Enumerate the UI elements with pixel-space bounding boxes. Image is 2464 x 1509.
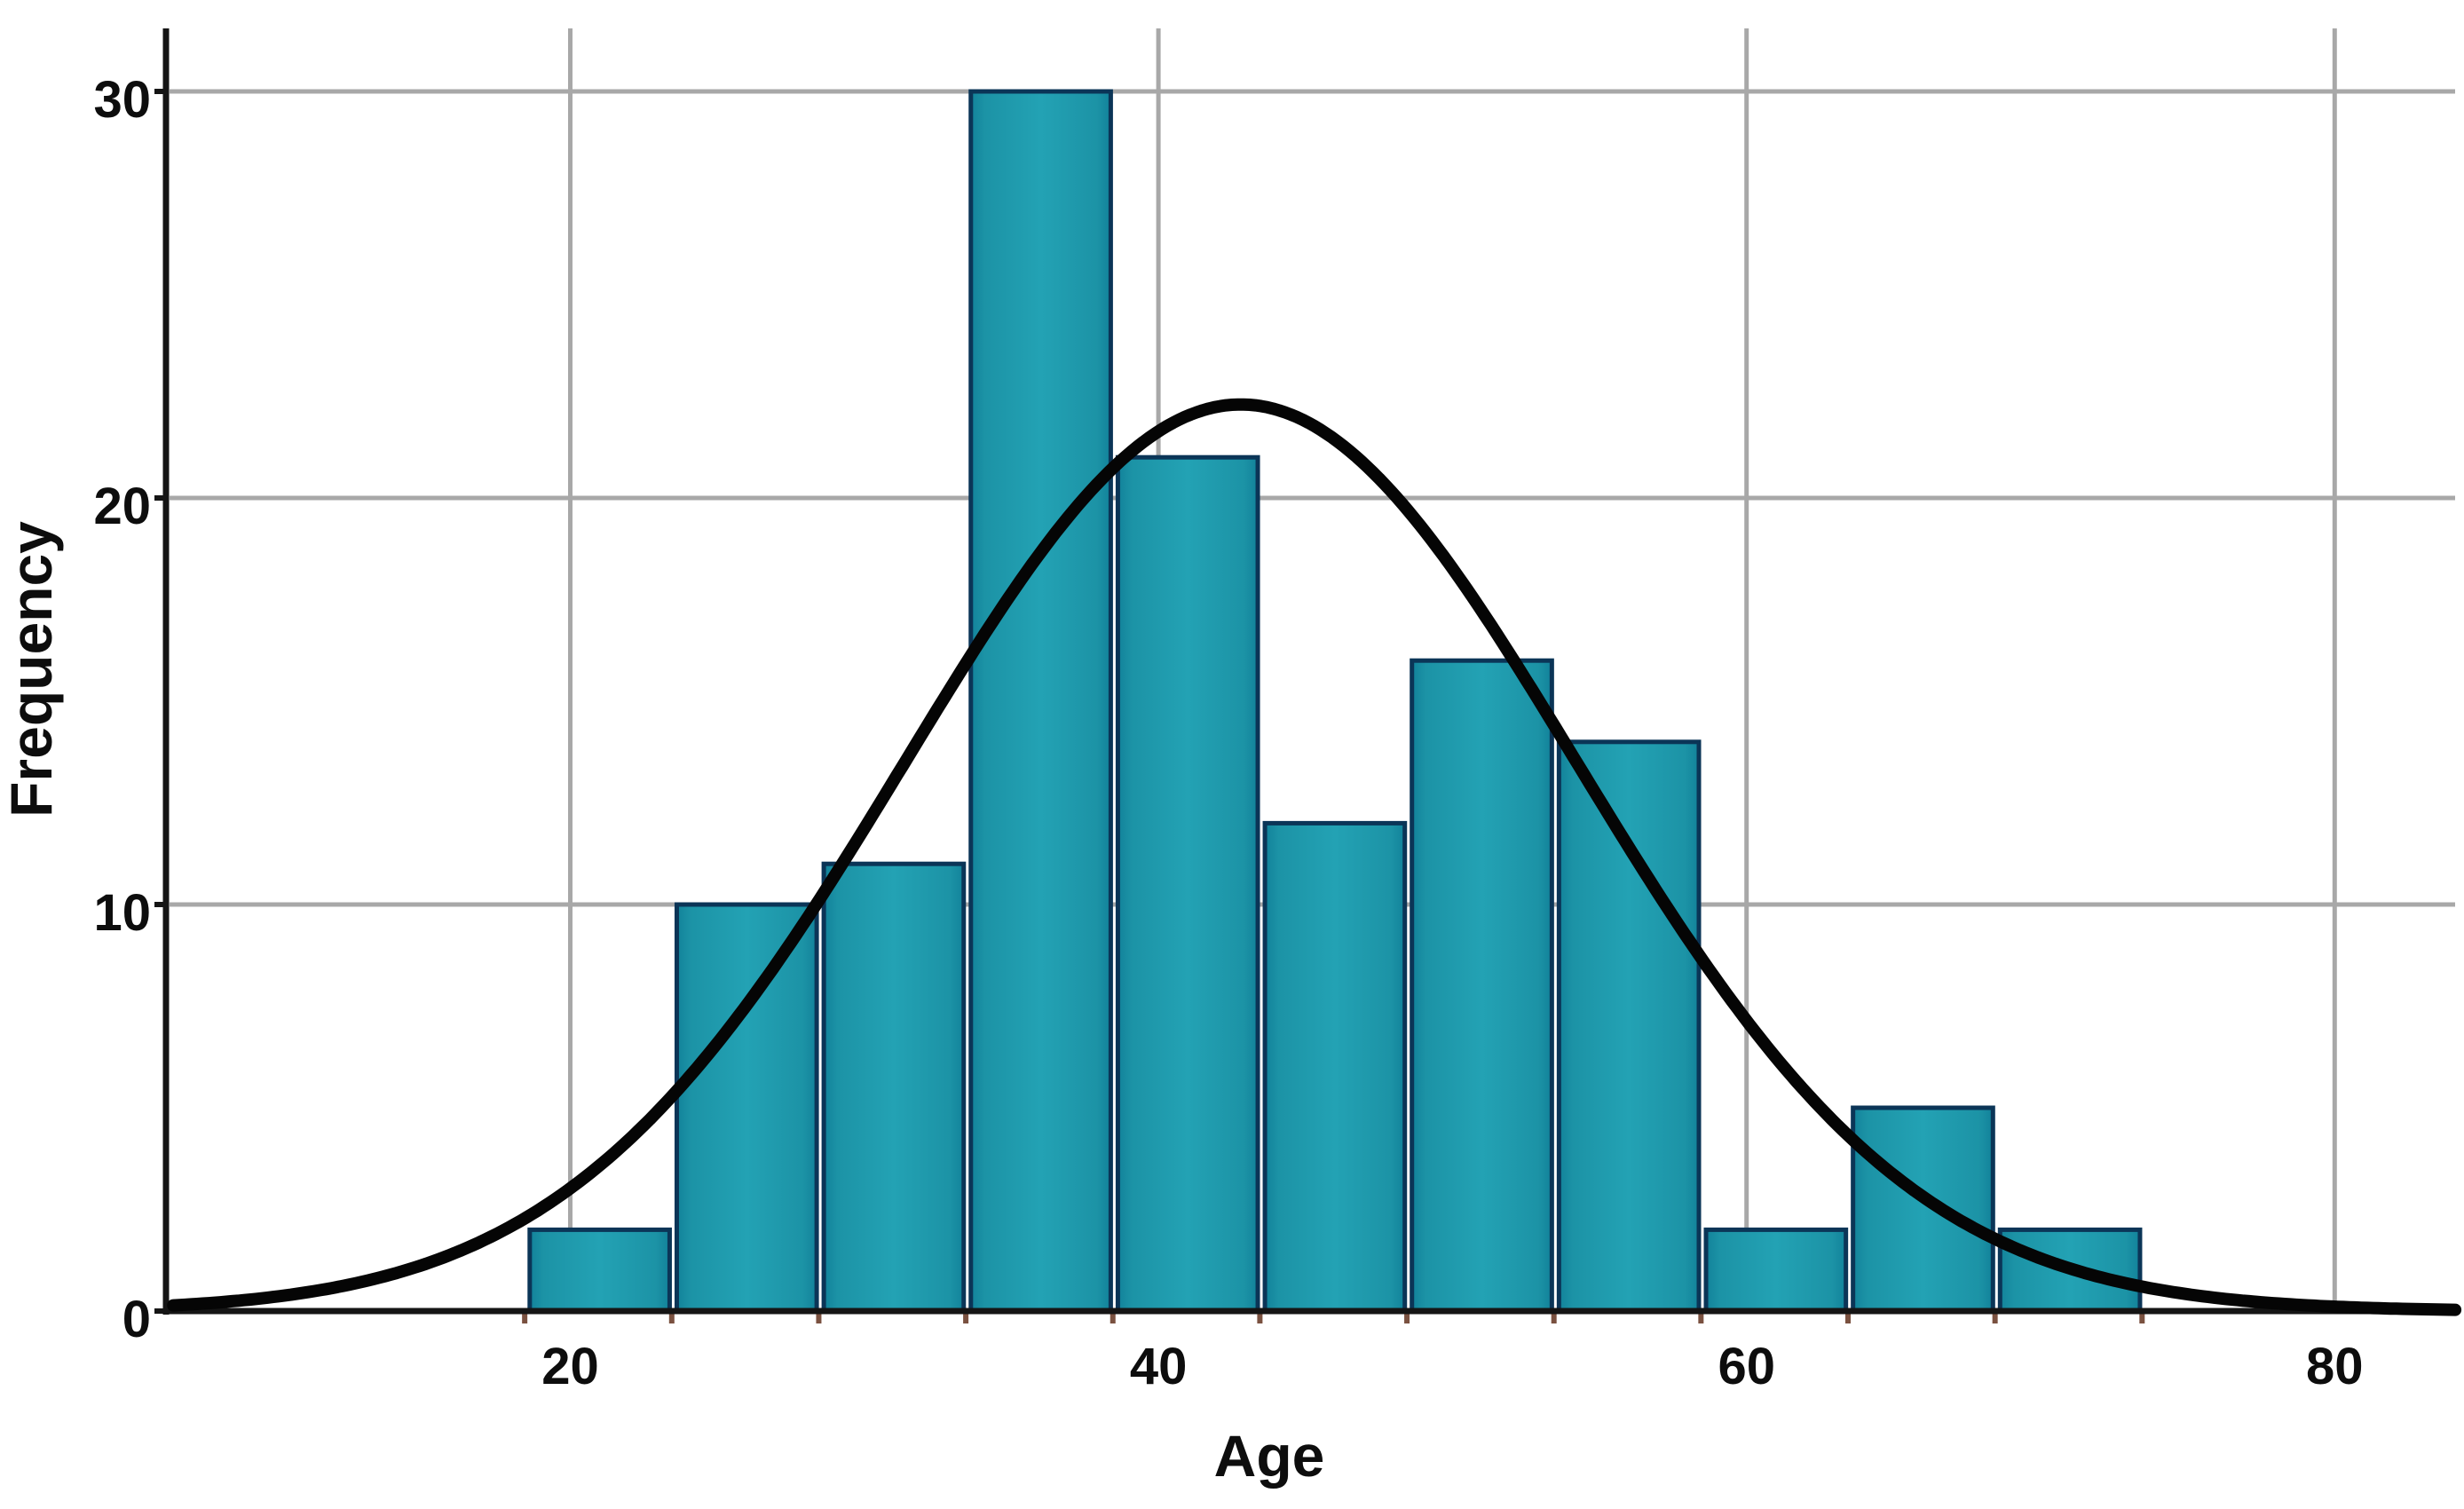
histogram-bar xyxy=(1410,658,1554,1314)
histogram-bar xyxy=(968,89,1113,1314)
bin-edge-tick xyxy=(963,1314,969,1323)
histogram-bar xyxy=(674,902,819,1314)
bin-edge-tick xyxy=(1698,1314,1704,1323)
bin-edge-tick xyxy=(1404,1314,1410,1323)
y-tick-label: 20 xyxy=(93,478,151,535)
bars-layer xyxy=(527,89,2143,1314)
histogram-bar xyxy=(527,1227,672,1314)
y-axis-line xyxy=(162,28,170,1315)
histogram-bar xyxy=(1851,1105,1995,1314)
y-axis-tick xyxy=(154,89,163,94)
bin-edge-tick xyxy=(1844,1314,1851,1323)
y-tick-label: 10 xyxy=(93,884,151,942)
histogram-bar xyxy=(1262,820,1408,1314)
bin-edge-tick xyxy=(2139,1314,2145,1323)
curve-layer xyxy=(167,398,2462,1316)
x-tick-label: 20 xyxy=(541,1338,599,1395)
axes-layer xyxy=(154,28,2456,1323)
x-tick-label: 40 xyxy=(1130,1338,1188,1395)
y-axis-tick xyxy=(154,495,163,501)
x-axis-line xyxy=(162,1308,2456,1315)
bin-edge-tick xyxy=(816,1314,822,1323)
y-axis-tick xyxy=(154,902,163,907)
x-axis-title: Age xyxy=(1214,1423,1325,1489)
y-tick-label: 30 xyxy=(93,71,151,129)
y-tick-label: 0 xyxy=(122,1291,151,1348)
histogram-bar xyxy=(1556,739,1702,1314)
bin-edge-tick xyxy=(1551,1314,1557,1323)
tick-labels-layer: 0 10 20 30 20 40 60 80 xyxy=(93,71,2363,1395)
bin-edge-tick xyxy=(1257,1314,1263,1323)
histogram-bar xyxy=(821,861,967,1314)
y-axis-tick xyxy=(154,1308,163,1314)
x-tick-label: 60 xyxy=(1718,1338,1775,1395)
bin-edge-tick xyxy=(1992,1314,1998,1323)
bin-edge-tick xyxy=(1110,1314,1116,1323)
normal-curve xyxy=(167,398,2462,1316)
x-tick-label: 80 xyxy=(2306,1338,2364,1395)
histogram-bar xyxy=(1703,1227,1849,1314)
histogram-bar xyxy=(1115,454,1260,1314)
y-axis-title: Frequency xyxy=(0,521,64,818)
bin-edge-tick xyxy=(668,1314,675,1323)
bin-edge-tick xyxy=(522,1314,528,1323)
